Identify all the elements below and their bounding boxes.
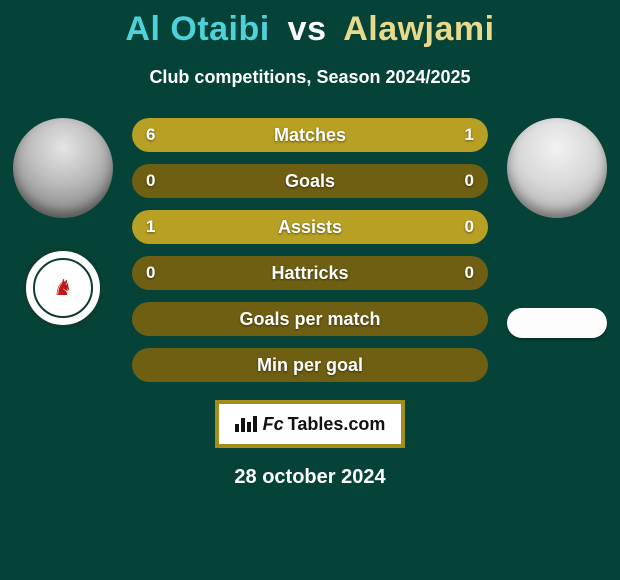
brand-prefix: Fc (263, 414, 284, 435)
stat-bar: 0 0 Hattricks (132, 256, 488, 290)
player1-club-badge: ♞ (23, 248, 103, 328)
player2-name: Alawjami (343, 10, 494, 48)
stats-bars: 6 1 Matches 0 0 Goals 1 0 Assists 0 0 Hattricks Goal… (132, 118, 488, 382)
player1-column: ♞ (8, 118, 118, 328)
stat-value-left: 0 (146, 263, 155, 283)
stat-value-right: 0 (465, 263, 474, 283)
player2-club-badge (507, 308, 607, 338)
brand-rest: Tables.com (288, 414, 386, 435)
stat-value-left: 0 (146, 171, 155, 191)
stat-label: Assists (278, 217, 342, 238)
stat-bar-fill-right (410, 118, 488, 152)
stat-label: Min per goal (257, 355, 363, 376)
stat-value-right: 0 (465, 171, 474, 191)
player2-avatar (507, 118, 607, 218)
stat-value-left: 1 (146, 217, 155, 237)
stat-label: Hattricks (271, 263, 348, 284)
horse-icon: ♞ (53, 275, 73, 301)
subtitle: Club competitions, Season 2024/2025 (0, 67, 620, 88)
comparison-card: Al Otaibi vs Alawjami Club competitions,… (0, 0, 620, 580)
stat-label: Goals (285, 171, 335, 192)
player2-column (502, 118, 612, 338)
stat-label: Goals per match (239, 309, 380, 330)
stat-bar: 0 0 Goals (132, 164, 488, 198)
stat-value-right: 0 (465, 217, 474, 237)
vs-label: vs (288, 10, 327, 48)
stat-bar: Min per goal (132, 348, 488, 382)
bar-chart-icon (235, 416, 257, 432)
stat-value-right: 1 (465, 125, 474, 145)
stat-label: Matches (274, 125, 346, 146)
stat-value-left: 6 (146, 125, 155, 145)
player1-avatar (13, 118, 113, 218)
stat-bar-fill-left (132, 118, 410, 152)
player1-name: Al Otaibi (125, 10, 269, 48)
brand-badge[interactable]: FcTables.com (215, 400, 405, 448)
content-columns: ♞ 6 1 Matches 0 0 Goals 1 0 Assists 0 0 Hattricks Go… (0, 118, 620, 382)
stat-bar: 1 0 Assists (132, 210, 488, 244)
date-label: 28 october 2024 (0, 466, 620, 489)
stat-bar: 6 1 Matches (132, 118, 488, 152)
stat-bar: Goals per match (132, 302, 488, 336)
page-title: Al Otaibi vs Alawjami (0, 10, 620, 49)
